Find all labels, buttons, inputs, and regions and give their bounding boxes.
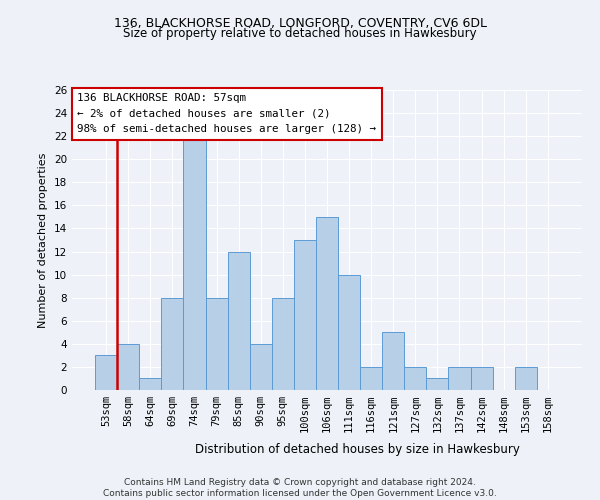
Bar xyxy=(95,356,117,390)
Bar xyxy=(206,298,227,390)
Y-axis label: Number of detached properties: Number of detached properties xyxy=(38,152,49,328)
Text: 136, BLACKHORSE ROAD, LONGFORD, COVENTRY, CV6 6DL: 136, BLACKHORSE ROAD, LONGFORD, COVENTRY… xyxy=(113,18,487,30)
Bar xyxy=(117,344,139,390)
Bar xyxy=(404,367,427,390)
Bar xyxy=(448,367,470,390)
Bar xyxy=(427,378,448,390)
Bar xyxy=(161,298,184,390)
Bar xyxy=(470,367,493,390)
Bar xyxy=(316,217,338,390)
Bar xyxy=(139,378,161,390)
Bar xyxy=(382,332,404,390)
Bar xyxy=(294,240,316,390)
Text: Contains HM Land Registry data © Crown copyright and database right 2024.
Contai: Contains HM Land Registry data © Crown c… xyxy=(103,478,497,498)
Text: Size of property relative to detached houses in Hawkesbury: Size of property relative to detached ho… xyxy=(123,28,477,40)
Bar xyxy=(184,136,206,390)
Bar xyxy=(227,252,250,390)
Bar xyxy=(272,298,294,390)
Bar xyxy=(338,274,360,390)
Text: Distribution of detached houses by size in Hawkesbury: Distribution of detached houses by size … xyxy=(194,442,520,456)
Text: 136 BLACKHORSE ROAD: 57sqm
← 2% of detached houses are smaller (2)
98% of semi-d: 136 BLACKHORSE ROAD: 57sqm ← 2% of detac… xyxy=(77,93,376,134)
Bar xyxy=(360,367,382,390)
Bar xyxy=(515,367,537,390)
Bar xyxy=(250,344,272,390)
